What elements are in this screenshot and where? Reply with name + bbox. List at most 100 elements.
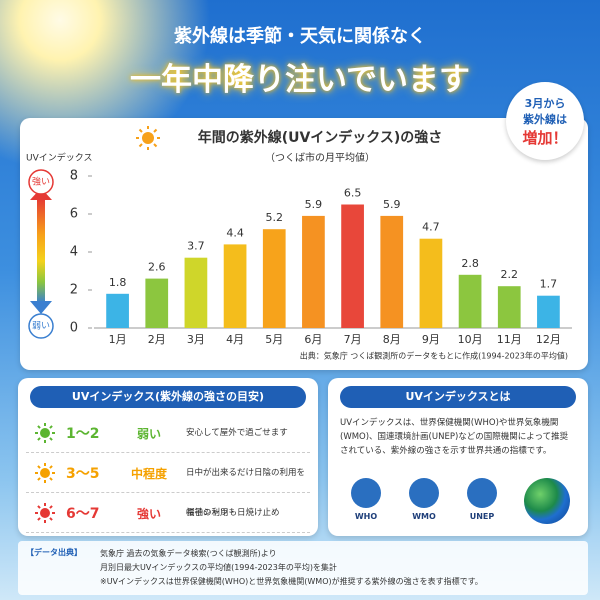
x-tick-label: 6月 xyxy=(304,333,322,346)
value-label: 4.7 xyxy=(422,221,440,234)
x-tick-label: 7月 xyxy=(344,333,362,346)
sun-ray xyxy=(49,477,53,481)
value-label: 2.6 xyxy=(148,261,166,274)
bar xyxy=(184,257,208,328)
x-tick-label: 12月 xyxy=(536,333,561,346)
description-line: 日中が出来るだけ日陰の利用を xyxy=(186,467,306,478)
sun-ray xyxy=(49,425,53,429)
footer-line: ※UVインデックスは世界保健機関(WHO)と世界気象機関(WMO)が推奨する紫外… xyxy=(100,577,483,586)
value-label: 2.8 xyxy=(461,257,479,270)
bar xyxy=(537,295,560,328)
strong-badge xyxy=(28,169,54,195)
value-label: 5.9 xyxy=(383,198,401,211)
chart-panel: 年間の紫外線(UVインデックス)の強さ （つくば市の月平均値） UVインデックス… xyxy=(20,118,588,370)
logo-emblem xyxy=(409,478,439,508)
bar xyxy=(262,229,286,328)
sun-ray xyxy=(37,505,41,509)
level: 強い xyxy=(136,506,161,521)
sun-icon xyxy=(136,126,160,150)
sun-svg xyxy=(35,503,55,523)
bar xyxy=(223,244,247,328)
description-line: 安心して屋外で過ごせます xyxy=(186,427,288,438)
logo-label: WHO xyxy=(354,512,378,521)
badge-line: 3月から xyxy=(524,97,566,110)
sun-ray xyxy=(37,437,41,441)
x-tick-label: 2月 xyxy=(148,333,166,346)
chart-subtitle: （つくば市の月平均値） xyxy=(265,151,375,164)
guide-title: UVインデックス(紫外線の強さの目安) xyxy=(30,386,306,408)
sun-ray xyxy=(49,517,53,521)
range: 3〜5 xyxy=(66,466,100,482)
guide-row: 3〜5 中程度 日中が出来るだけ日陰の利用を xyxy=(26,454,310,493)
bar xyxy=(302,215,325,328)
chart-source: 出典：気象庁 つくば観測所のデータをもとに作成(1994-2023年の平均値) xyxy=(300,351,568,361)
x-tick-label: 10月 xyxy=(458,333,483,346)
footer-lines: 気象庁 過去の気象データ検索(つくば観測所)より 月別日最大UVインデックスの平均… xyxy=(100,547,483,589)
headline: 紫外線は季節・天気に関係なく xyxy=(174,26,426,47)
arrow-head xyxy=(30,301,52,314)
y-tick-label: 8 xyxy=(70,169,78,184)
bar xyxy=(380,215,404,328)
description: 日中が出来るだけ日陰の利用を xyxy=(186,454,310,492)
value-label: 5.9 xyxy=(305,198,323,211)
bar xyxy=(106,293,129,328)
y-tick-label: 6 xyxy=(70,207,78,222)
level: 弱い xyxy=(136,426,161,441)
sun-ray xyxy=(37,477,41,481)
value-label: 5.2 xyxy=(266,211,284,224)
logos: WHO WMO UNEP xyxy=(338,478,578,528)
range: 1〜2 xyxy=(66,426,100,442)
strong-label: 強い xyxy=(32,176,50,188)
logo-label: WMO xyxy=(412,512,436,521)
badge-line: 紫外線は xyxy=(523,113,567,126)
bar xyxy=(145,278,169,328)
bar xyxy=(458,274,482,328)
description: 長袖シャツ・日焼け止め 帽子の利用も xyxy=(186,494,310,532)
description: 安心して屋外で過ごせます xyxy=(186,414,310,452)
description-line: 長袖シャツ・日焼け止め xyxy=(186,507,280,518)
sun-core xyxy=(40,468,50,478)
sun-icon xyxy=(34,494,56,532)
x-tick-label: 11月 xyxy=(497,333,522,346)
sun-ray xyxy=(37,465,41,469)
y-tick-label: 4 xyxy=(70,245,78,260)
about-body: UVインデックスは、世界保健機関(WHO)や世界気象機関(WMO)、国連環境計画… xyxy=(340,418,569,456)
value-label: 1.8 xyxy=(109,276,127,289)
guide-row: 1〜2 弱い 安心して屋外で過ごせます xyxy=(26,414,310,453)
logo-emblem xyxy=(351,478,381,508)
level: 中程度 xyxy=(130,466,167,481)
y-tick-label: 0 xyxy=(70,321,78,336)
footer-line: 気象庁 過去の気象データ検索(つくば観測所)より xyxy=(100,549,277,558)
footer-label: 【データ出典】 xyxy=(26,548,82,557)
sun-core xyxy=(40,508,50,518)
main-headline: 一年中降り注いでいます xyxy=(129,62,471,98)
scale-arrow xyxy=(37,198,45,303)
sun-ray xyxy=(37,517,41,521)
badge-text: 3月から 紫外線は 増加！ xyxy=(506,82,584,148)
sun-svg xyxy=(35,423,55,443)
value-label: 1.7 xyxy=(540,278,558,291)
logo-emblem xyxy=(467,478,497,508)
sun-ray xyxy=(49,505,53,509)
chart: 年間の紫外線(UVインデックス)の強さ （つくば市の月平均値） UVインデックス… xyxy=(26,126,572,361)
value-label: 3.7 xyxy=(187,240,205,253)
x-tick-label: 9月 xyxy=(422,333,440,346)
about-panel: UVインデックスとは UVインデックスは、世界保健機関(WHO)や世界気象機関(… xyxy=(328,378,588,536)
x-tick-label: 1月 xyxy=(109,333,127,346)
value-label: 6.5 xyxy=(344,187,362,200)
y-tick-label: 2 xyxy=(70,283,78,298)
x-tick-label: 4月 xyxy=(226,333,244,346)
bar xyxy=(497,286,521,328)
logo-label: UNEP xyxy=(469,512,495,521)
x-tick-label: 5月 xyxy=(265,333,283,346)
sun-ray xyxy=(37,425,41,429)
bar xyxy=(419,238,443,328)
chart-title: 年間の紫外線(UVインデックス)の強さ xyxy=(198,129,443,146)
value-label: 4.4 xyxy=(226,226,244,239)
guide-panel: UVインデックス(紫外線の強さの目安) 1〜2 弱い 安心して屋外で過ごせます 3〜5… xyxy=(18,378,318,536)
x-tick-label: 8月 xyxy=(383,333,401,346)
description-line: 帽子の利用も xyxy=(186,507,238,518)
weak-label: 弱い xyxy=(32,321,50,332)
x-tick-label: 3月 xyxy=(187,333,205,346)
